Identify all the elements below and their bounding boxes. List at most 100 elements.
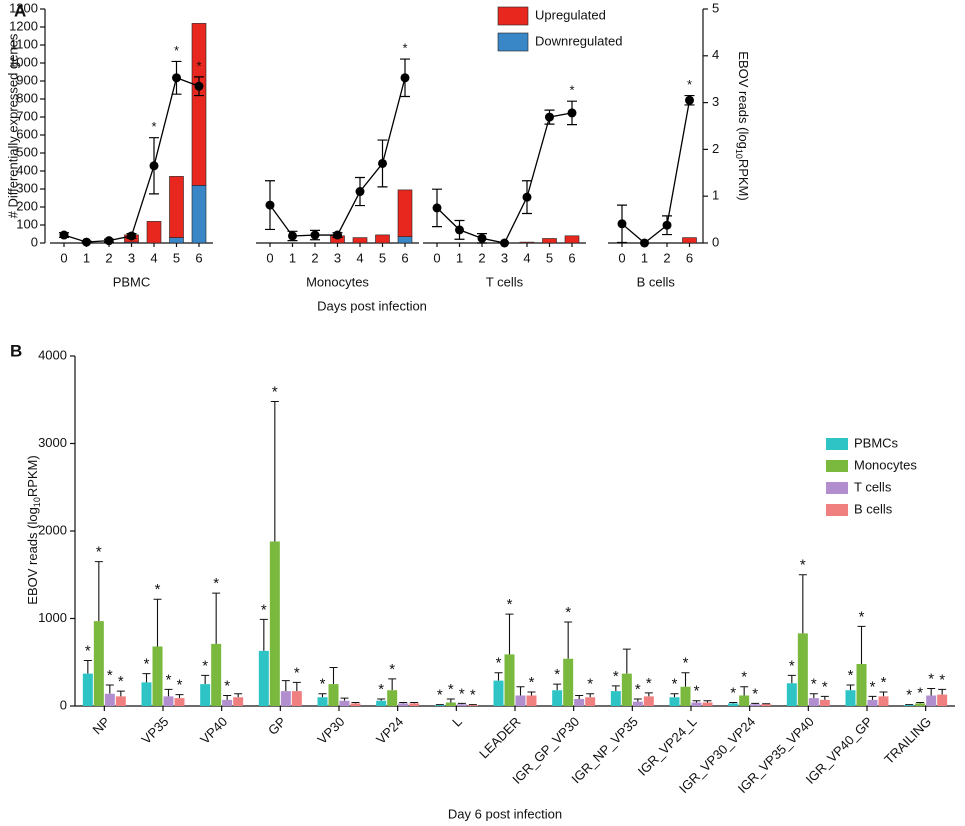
x-tick-label: 1: [289, 250, 296, 265]
significance-label: *: [870, 678, 876, 695]
significance-label: *: [224, 677, 230, 694]
y-tick-label: 4000: [38, 347, 67, 362]
bar: [169, 237, 184, 244]
line: [269, 77, 406, 237]
x-tick-label: VP40: [197, 714, 230, 747]
error-bar: [292, 681, 301, 692]
point: [477, 233, 487, 243]
bar: [915, 703, 926, 706]
significance-label: *: [741, 669, 747, 686]
legend-label: B cells: [854, 501, 893, 516]
error-bar: [259, 618, 268, 651]
x-tick-label: L: [449, 714, 465, 730]
bar: [352, 237, 368, 244]
label-part: 10: [734, 149, 744, 159]
bar: [937, 694, 948, 706]
bar: [328, 684, 339, 706]
error-bar: [153, 598, 162, 647]
error-bar: [879, 691, 888, 697]
significance-label: *: [672, 676, 678, 693]
bar: [146, 221, 162, 244]
error-bar: [223, 694, 232, 700]
bar: [163, 696, 174, 706]
significance-label: *: [554, 666, 560, 683]
bar: [152, 646, 163, 706]
error-bar: [692, 700, 701, 703]
point: [378, 158, 387, 168]
significance-label: *: [96, 544, 102, 561]
point: [567, 108, 577, 118]
significance-label: *: [683, 655, 689, 672]
error-bar: [527, 691, 536, 696]
line: [436, 112, 573, 244]
significance-label: *: [881, 674, 887, 691]
point: [172, 73, 181, 83]
x-tick-label: 3: [128, 250, 135, 265]
bar: [845, 690, 856, 706]
significance-label: *: [928, 670, 934, 687]
error-bar: [94, 561, 103, 622]
significance-label: *: [470, 687, 476, 704]
bar: [291, 691, 302, 706]
bar: [797, 633, 808, 706]
error-bar: [916, 701, 925, 704]
label-part: RPKM): [25, 455, 40, 497]
x-tick-label: 0: [60, 250, 67, 265]
bar: [926, 695, 937, 706]
y2-tick-label: 0: [712, 234, 719, 249]
error-bar: [857, 625, 866, 664]
bar: [397, 236, 413, 244]
bar: [82, 673, 93, 706]
x-tick-label: 6: [686, 250, 693, 265]
error-bar: [457, 702, 466, 705]
point: [500, 238, 509, 248]
significance-label: *: [587, 676, 593, 693]
bar: [493, 680, 504, 706]
error-bar: [586, 693, 595, 698]
point: [522, 192, 532, 202]
bar: [761, 704, 772, 706]
bar: [904, 705, 915, 706]
bar: [632, 701, 643, 706]
significance-label: *: [848, 667, 854, 684]
significance-label: *: [155, 581, 161, 598]
significance-label: *: [213, 575, 219, 592]
legend-swatch: [497, 6, 529, 26]
error-bar: [329, 666, 338, 685]
bar: [280, 691, 291, 706]
error-bar: [846, 684, 855, 691]
bar: [93, 621, 104, 706]
bar: [222, 699, 233, 706]
bar: [808, 698, 819, 706]
point: [194, 81, 204, 91]
group-label: Monocytes: [306, 274, 369, 289]
y2-tick-label: 4: [712, 47, 719, 62]
error-bar: [234, 693, 243, 698]
error-bar: [553, 683, 562, 691]
bar: [115, 696, 126, 706]
significance-label: *: [151, 119, 156, 134]
y-tick-label: 1200: [9, 18, 38, 33]
error-bar: [787, 674, 796, 684]
point: [617, 219, 627, 229]
legend-label: Upregulated: [535, 7, 606, 22]
error-bar: [740, 686, 749, 696]
bar: [819, 699, 830, 706]
significance-label: *: [800, 557, 806, 574]
bar: [542, 238, 557, 244]
significance-label: *: [174, 43, 179, 58]
error-bar: [377, 698, 386, 701]
bar: [786, 683, 797, 706]
error-bar: [729, 701, 738, 704]
significance-label: *: [687, 77, 692, 92]
bar: [456, 704, 467, 706]
significance-label: *: [906, 687, 912, 704]
significance-label: *: [859, 608, 865, 625]
significance-label: *: [565, 604, 571, 621]
x-tick-label: 0: [618, 250, 625, 265]
y2-tick-label: 3: [712, 94, 719, 109]
bar: [200, 684, 211, 706]
error-bar: [212, 592, 221, 644]
y-tick-label: 200: [16, 198, 38, 213]
x-tick-label: GP: [265, 714, 289, 738]
